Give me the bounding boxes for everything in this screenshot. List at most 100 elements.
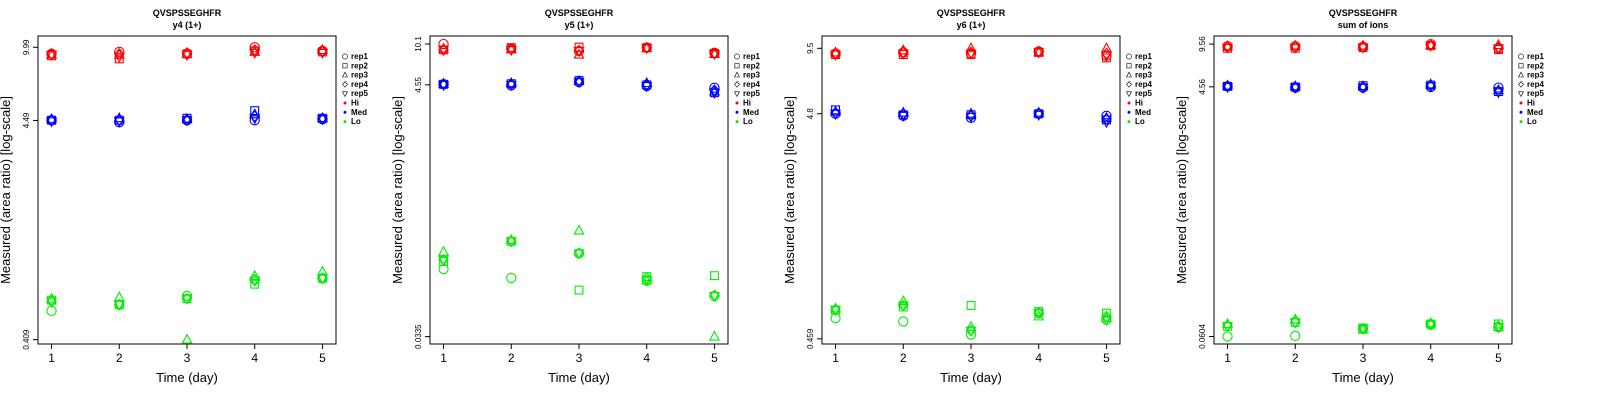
legend-item: rep5: [733, 89, 760, 98]
data-point: [249, 44, 261, 56]
data-point: [1425, 320, 1437, 331]
data-point: [181, 290, 193, 302]
legend-swatch: [735, 101, 739, 105]
y-tick-label: 4.56: [1198, 79, 1207, 95]
data-point: [1100, 118, 1112, 129]
legend-label: rep1: [743, 52, 760, 61]
data-point: [249, 114, 261, 125]
data-point: [505, 43, 517, 54]
data-point: [709, 82, 720, 93]
data-point: [46, 117, 58, 128]
chart-subtitle: y6 (1+): [957, 20, 986, 30]
legend-label: rep2: [351, 61, 368, 70]
legend-item: rep3: [341, 71, 368, 80]
series-lo: [1222, 313, 1504, 342]
legend-swatch: [343, 110, 347, 114]
data-point: [709, 271, 719, 281]
legend-item: rep2: [1126, 61, 1152, 70]
legend-swatch: [343, 101, 347, 105]
data-point: [573, 249, 585, 260]
legend-item: rep4: [342, 80, 368, 89]
legend-item: rep2: [734, 61, 760, 70]
legend-label: Lo: [351, 117, 361, 126]
legend-item: rep5: [341, 89, 368, 98]
legend-label: rep1: [351, 52, 368, 61]
data-point: [114, 46, 125, 58]
series-med: [438, 74, 720, 99]
series-med: [830, 105, 1112, 129]
data-point: [1100, 51, 1112, 62]
x-tick-label: 2: [508, 351, 515, 365]
x-tick-label: 3: [968, 351, 975, 365]
y-tick-label: 4.49: [22, 112, 31, 128]
legend-item: Hi: [343, 99, 359, 108]
legend-swatch: [1518, 63, 1524, 69]
chart-title: QVSPSSEGHFR: [153, 8, 222, 18]
legend-item: rep1: [734, 52, 760, 61]
x-tick-label: 3: [1360, 351, 1367, 365]
series-hi: [438, 38, 720, 61]
legend-item: Lo: [343, 117, 361, 126]
y-axis-label: Measured (area ratio) [log-scale]: [390, 96, 405, 284]
data-point: [438, 45, 450, 57]
x-axis-label: Time (day): [548, 370, 610, 385]
y-tick-label: 9.99: [22, 39, 31, 55]
data-point: [505, 45, 517, 57]
data-point: [965, 320, 977, 331]
legend-label: Med: [743, 108, 759, 117]
legend-swatch: [342, 81, 348, 88]
data-point: [708, 330, 720, 341]
y-tick-label: 0.409: [22, 329, 31, 350]
legend-label: rep2: [1135, 61, 1152, 70]
data-point: [181, 50, 193, 62]
data-point: [1290, 330, 1301, 342]
data-point: [1357, 43, 1369, 54]
legend-label: rep3: [1135, 71, 1152, 80]
data-point: [1425, 316, 1437, 328]
data-point: [506, 272, 517, 284]
legend-swatch: [1127, 110, 1131, 114]
legend-swatch: [1125, 91, 1133, 98]
legend-label: rep2: [743, 61, 760, 70]
legend-item: rep5: [1125, 89, 1152, 98]
y-tick-label: 4.8: [806, 108, 815, 120]
data-point: [438, 38, 449, 50]
legend-item: Med: [343, 108, 367, 117]
chart-subtitle: y4 (1+): [173, 20, 202, 30]
data-point: [438, 77, 450, 88]
x-tick-label: 1: [48, 351, 55, 365]
data-point: [641, 274, 653, 285]
legend-label: rep4: [1527, 80, 1544, 89]
data-point: [1222, 322, 1234, 333]
x-tick-label: 5: [319, 351, 326, 365]
series-med: [1222, 78, 1504, 99]
data-point: [1289, 318, 1301, 329]
data-point: [249, 115, 260, 126]
legend-label: rep5: [351, 89, 368, 98]
x-tick-label: 5: [1495, 351, 1502, 365]
legend-label: rep1: [1135, 52, 1152, 61]
legend-item: rep1: [342, 52, 368, 61]
legend-item: Med: [735, 108, 759, 117]
data-point: [438, 80, 450, 92]
data-point: [181, 333, 193, 344]
data-point: [1492, 84, 1504, 95]
data-point: [1425, 82, 1437, 93]
data-point: [641, 44, 653, 55]
legend-swatch: [1518, 81, 1524, 88]
data-point: [965, 42, 977, 53]
y-tick-label: 0.0335: [414, 324, 423, 349]
legend-label: Med: [351, 108, 367, 117]
legend-label: rep4: [1135, 80, 1152, 89]
data-point: [898, 316, 909, 327]
data-point: [1033, 48, 1045, 59]
chart-title: QVSPSSEGHFR: [937, 8, 1006, 18]
data-point: [1222, 40, 1234, 51]
legend-swatch: [735, 120, 739, 124]
legend-label: Hi: [1527, 99, 1535, 108]
x-tick-label: 4: [1035, 351, 1042, 365]
plot-frame: [37, 35, 337, 345]
legend-item: Hi: [1127, 99, 1143, 108]
